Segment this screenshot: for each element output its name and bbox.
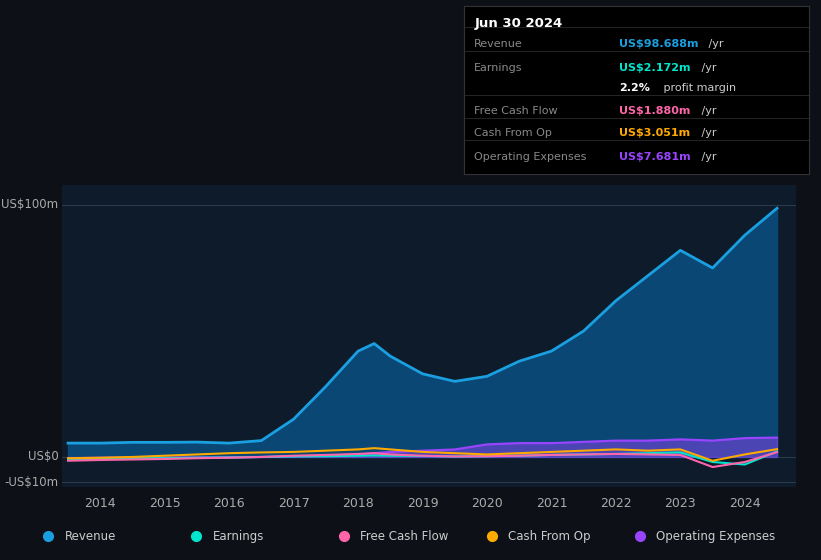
Text: US$2.172m: US$2.172m [619,63,690,73]
Text: Free Cash Flow: Free Cash Flow [360,530,448,543]
Text: Revenue: Revenue [475,39,523,49]
Text: US$0: US$0 [28,450,58,464]
Text: Cash From Op: Cash From Op [508,530,590,543]
Text: /yr: /yr [698,106,716,116]
Text: Jun 30 2024: Jun 30 2024 [475,17,562,30]
Text: US$7.681m: US$7.681m [619,152,690,162]
Text: Revenue: Revenue [65,530,116,543]
Text: US$1.880m: US$1.880m [619,106,690,116]
Text: profit margin: profit margin [660,83,736,93]
Text: US$3.051m: US$3.051m [619,128,690,138]
Text: Earnings: Earnings [213,530,264,543]
Text: Operating Expenses: Operating Expenses [475,152,586,162]
Text: US$98.688m: US$98.688m [619,39,699,49]
Text: Free Cash Flow: Free Cash Flow [475,106,557,116]
Text: Operating Expenses: Operating Expenses [656,530,775,543]
Text: 2.2%: 2.2% [619,83,650,93]
Text: /yr: /yr [705,39,724,49]
Text: /yr: /yr [698,152,716,162]
Text: Cash From Op: Cash From Op [475,128,552,138]
Text: US$100m: US$100m [1,198,58,212]
Text: /yr: /yr [698,63,716,73]
Text: /yr: /yr [698,128,716,138]
Text: Earnings: Earnings [475,63,523,73]
Text: -US$10m: -US$10m [4,475,58,489]
